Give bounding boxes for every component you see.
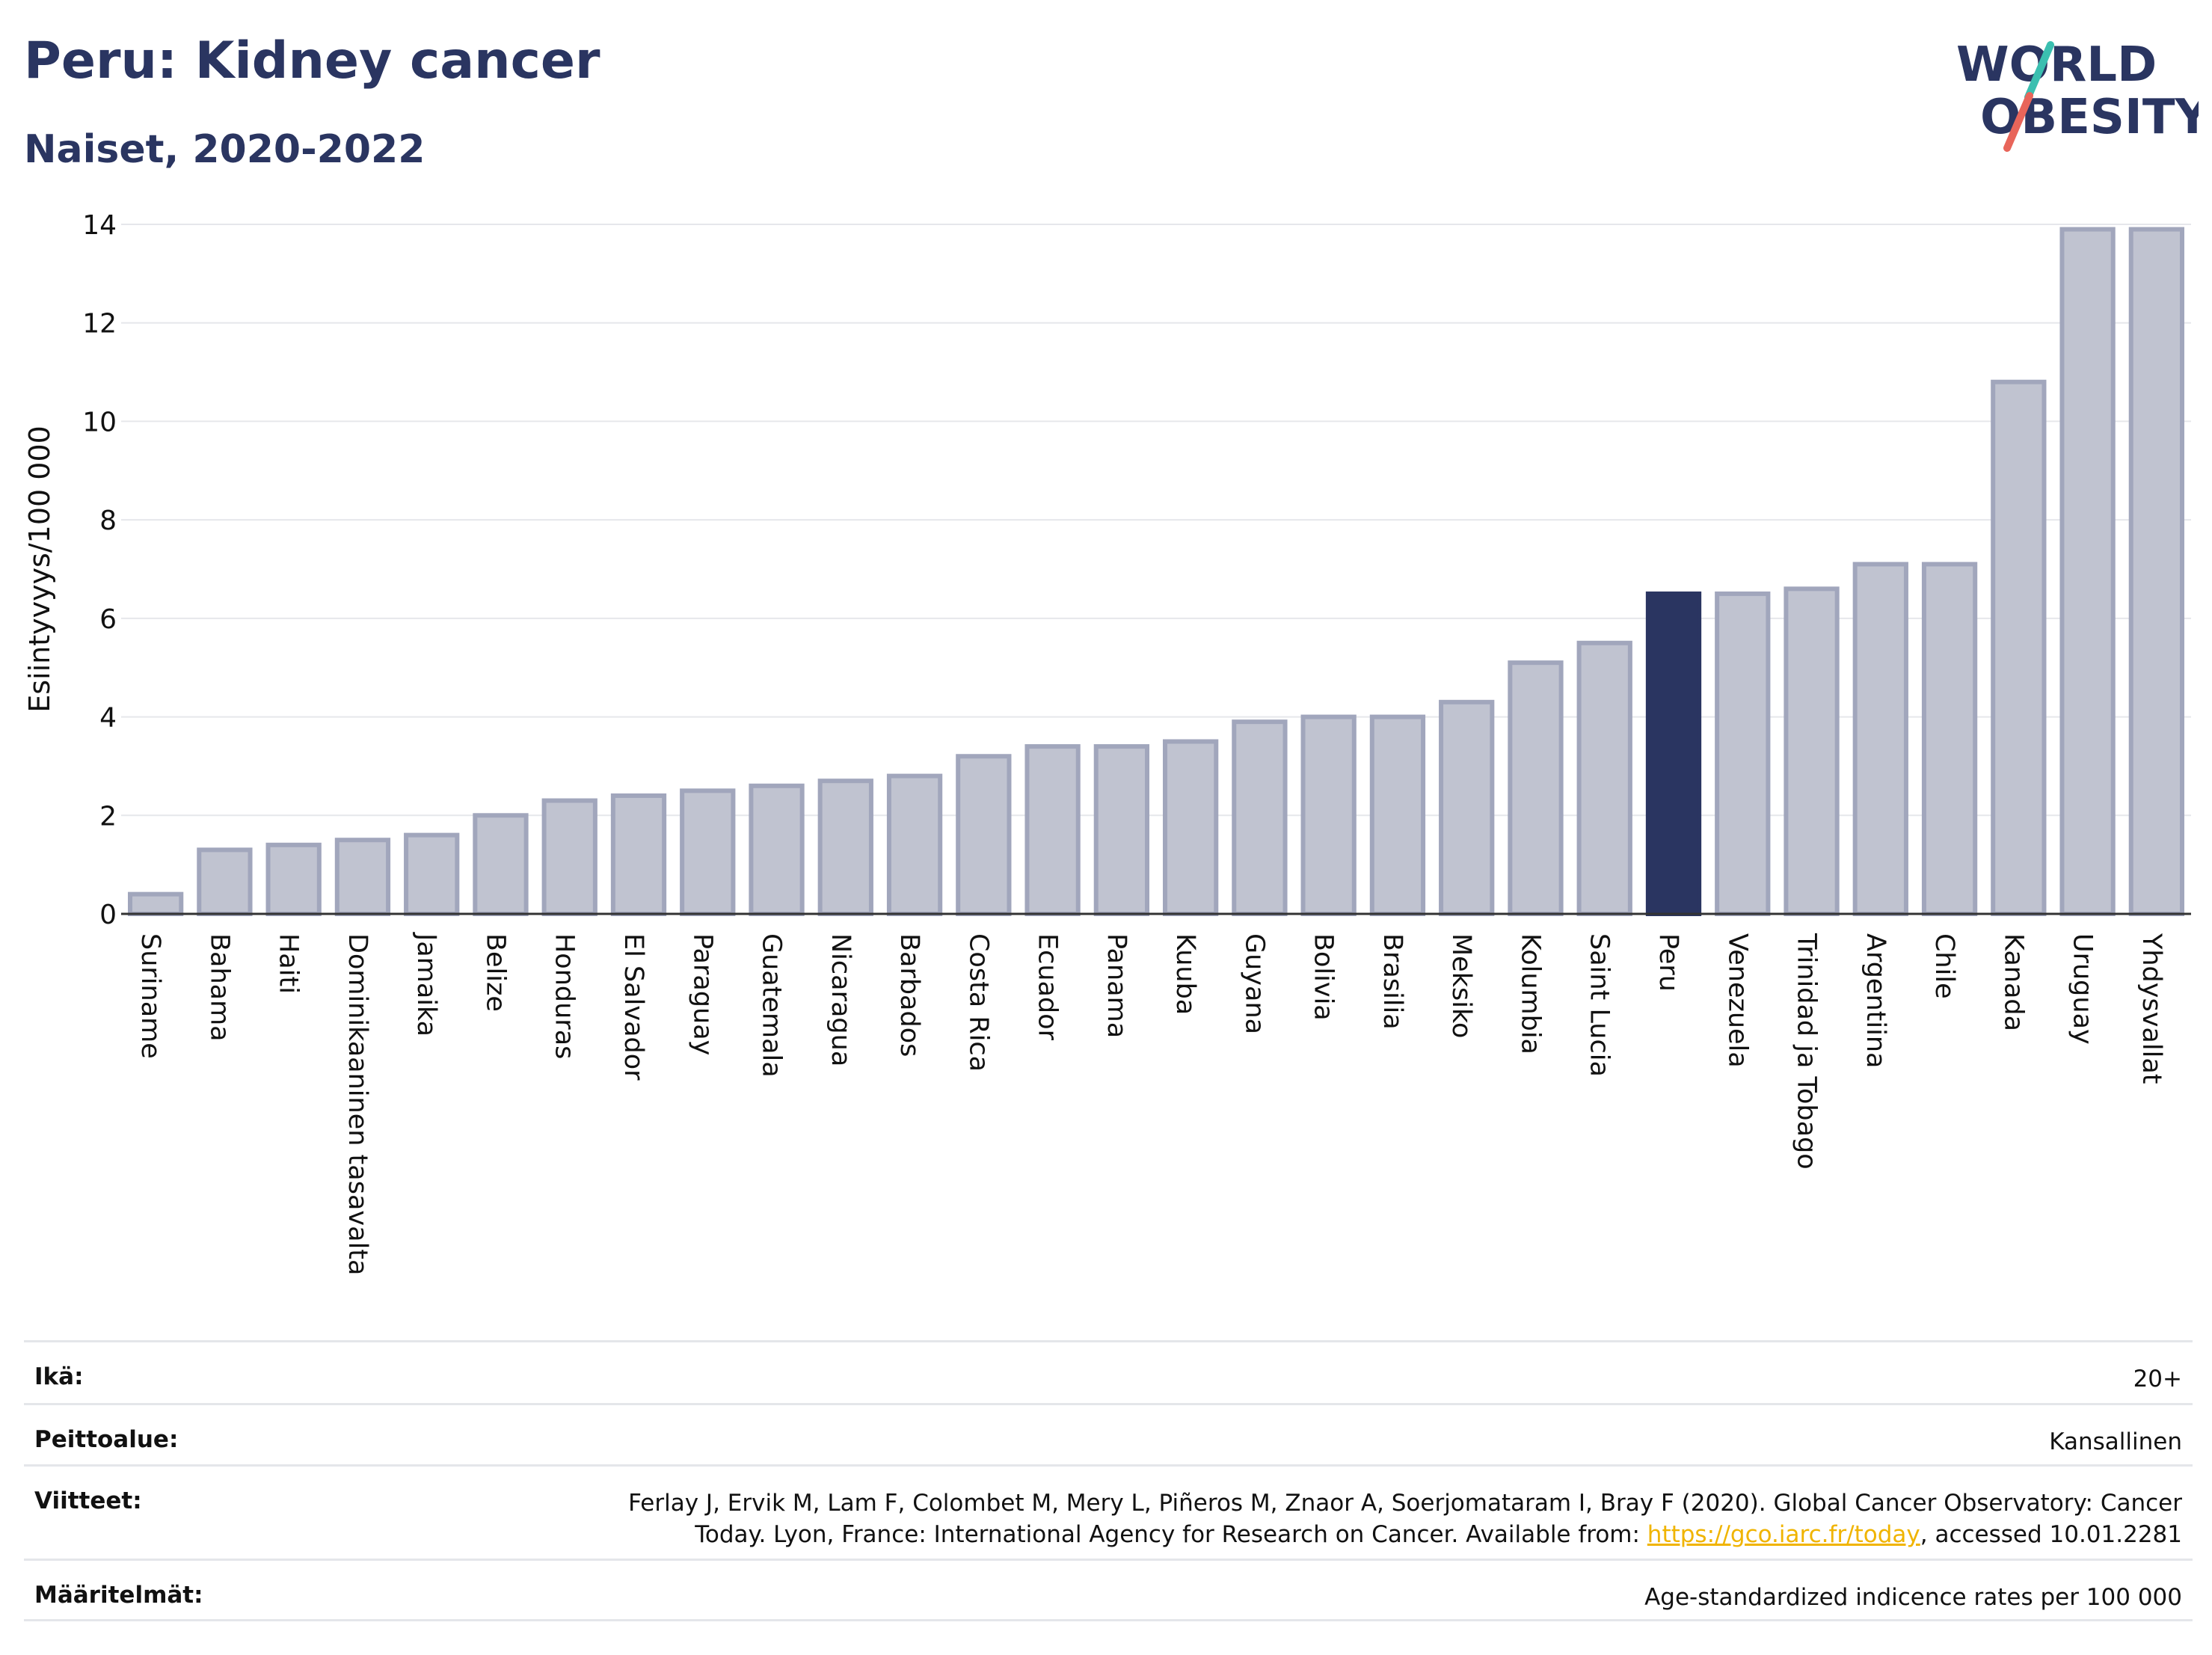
y-axis-label: Esiintyvyys/100 000: [23, 426, 56, 713]
references-label: Viitteet:: [34, 1487, 142, 1514]
references-link[interactable]: https://gco.iarc.fr/today: [1647, 1521, 1920, 1548]
x-axis-labels: Suriname Bahama Haiti Dominikaaninen tasava…: [135, 932, 2166, 1275]
x-tick-label: Saint Lucia: [1585, 933, 1615, 1077]
meta-row-references: Viitteet: Ferlay J, Ervik M, Lam F, Colo…: [24, 1464, 2193, 1559]
age-label: Ikä:: [34, 1363, 84, 1390]
x-tick-label: Dominikaaninen tasavalta: [342, 933, 372, 1275]
references-line2-text: Today. Lyon, France: International Agenc…: [695, 1521, 1647, 1548]
bar-honduras: [541, 798, 597, 916]
x-tick-label: Trinidad ja Tobago: [1792, 933, 1822, 1170]
y-tick-label: 8: [99, 506, 117, 536]
age-value: 20+: [2133, 1366, 2182, 1393]
y-tick-label: 4: [99, 703, 117, 734]
logo-slash-top: [2024, 41, 2054, 101]
bar-belize: [473, 813, 529, 917]
bar-brasilia: [1369, 714, 1426, 916]
bar-barbados: [886, 773, 943, 916]
references-line1: Ferlay J, Ervik M, Lam F, Colombet M, Me…: [628, 1490, 2182, 1517]
x-tick-label: Panama: [1102, 933, 1131, 1038]
bar-costa-rica: [956, 754, 1012, 916]
definitions-label: Määritelmät:: [34, 1582, 203, 1609]
y-tick-label: 14: [82, 210, 117, 241]
bar-dominikaaninen-tasavalta: [334, 838, 391, 916]
bar-panama: [1093, 744, 1150, 916]
bar-peru: [1645, 591, 1702, 917]
bar-el-salvador: [610, 793, 667, 917]
meta-row-age: Ikä: 20+: [24, 1340, 2193, 1403]
y-tick-label: 0: [99, 900, 117, 930]
y-tick-label: 10: [82, 407, 117, 437]
meta-row-definitions: Määritelmät: Age-standardized indicence …: [24, 1559, 2193, 1621]
bar-saint-lucia: [1576, 640, 1632, 916]
x-tick-label: Paraguay: [687, 933, 717, 1055]
x-tick-label: Venezuela: [1722, 933, 1752, 1068]
bar-bolivia: [1300, 714, 1357, 916]
metadata-table: Ikä: 20+ Peittoalue: Kansallinen Viittee…: [24, 1340, 2193, 1621]
coverage-label: Peittoalue:: [34, 1426, 179, 1453]
x-tick-label: Bolivia: [1309, 933, 1339, 1021]
bar-trinidad-ja-tobago: [1784, 586, 1840, 916]
gridlines: [121, 224, 2191, 817]
bar-argentiina: [1852, 562, 1908, 917]
x-tick-label: Ecuador: [1033, 933, 1063, 1041]
x-tick-label: Bahama: [204, 933, 234, 1042]
bar-guyana: [1232, 719, 1288, 917]
x-tick-label: Guyana: [1239, 933, 1269, 1034]
x-tick-label: Uruguay: [2068, 933, 2098, 1045]
x-tick-label: Argentiina: [1861, 933, 1890, 1068]
x-tick-label: Kanada: [1998, 933, 2028, 1031]
chart-subtitle: Naiset, 2020-2022: [24, 127, 425, 172]
references-value: Ferlay J, Ervik M, Lam F, Colombet M, Me…: [628, 1487, 2182, 1550]
bar-ecuador: [1024, 744, 1081, 916]
logo-line1: WORLD: [1956, 37, 2157, 93]
bar-uruguay: [2059, 227, 2116, 917]
x-tick-label: Meksiko: [1446, 933, 1476, 1038]
bar-bahama: [197, 847, 253, 917]
bar-chile: [1921, 562, 1978, 917]
world-obesity-logo: WORLD OBESITY: [1956, 37, 2199, 152]
x-tick-label: Yhdysvallat: [2136, 933, 2166, 1084]
x-tick-label: Kolumbia: [1515, 933, 1545, 1054]
definitions-value: Age-standardized indicence rates per 100…: [1644, 1584, 2182, 1611]
meta-row-coverage: Peittoalue: Kansallinen: [24, 1403, 2193, 1464]
references-line2-suffix: , accessed 10.01.2281: [1920, 1521, 2182, 1548]
x-tick-label: Chile: [1929, 933, 1959, 999]
x-tick-label: Brasilia: [1377, 933, 1407, 1030]
bar-kolumbia: [1508, 660, 1564, 917]
bar-guatemala: [749, 783, 805, 917]
y-tick-label: 6: [99, 604, 117, 635]
references-line2: Today. Lyon, France: International Agenc…: [628, 1519, 2182, 1550]
y-tick-label: 12: [82, 309, 117, 340]
x-tick-label: Haiti: [274, 933, 304, 994]
y-tick-label: 2: [99, 801, 117, 832]
x-tick-label: Guatemala: [757, 933, 787, 1078]
bar-haiti: [265, 842, 322, 917]
logo-slash-bottom: [2003, 92, 2033, 152]
bar-paraguay: [680, 788, 736, 917]
bar-kanada: [1991, 379, 2047, 916]
y-axis-ticks: 0 2 4 6 8 10 12 14: [82, 210, 117, 930]
bar-meksiko: [1439, 699, 1495, 916]
chart-title: Peru: Kidney cancer: [24, 31, 600, 90]
bar-jamaika: [404, 832, 460, 916]
x-tick-label: Peru: [1653, 933, 1683, 992]
bar-kuuba: [1162, 739, 1219, 916]
bar-yhdysvallat: [2128, 227, 2185, 917]
bar-nicaragua: [817, 779, 873, 916]
bars: [127, 227, 2185, 917]
x-tick-label: Barbados: [894, 933, 924, 1057]
x-tick-label: Jamaika: [411, 932, 441, 1037]
bar-venezuela: [1715, 591, 1771, 917]
x-tick-label: Costa Rica: [963, 933, 993, 1072]
x-tick-label: Honduras: [550, 933, 580, 1059]
x-tick-label: El Salvador: [618, 933, 648, 1081]
bar-chart: 0 2 4 6 8 10 12 14 Suriname Bahama Haiti Dominikaa…: [23, 210, 2191, 1275]
x-tick-label: Suriname: [135, 933, 165, 1059]
x-tick-label: Nicaragua: [826, 933, 855, 1066]
coverage-value: Kansallinen: [2049, 1428, 2182, 1455]
x-tick-label: Kuuba: [1170, 933, 1200, 1015]
bar-suriname: [127, 891, 184, 916]
x-tick-label: Belize: [480, 933, 510, 1012]
